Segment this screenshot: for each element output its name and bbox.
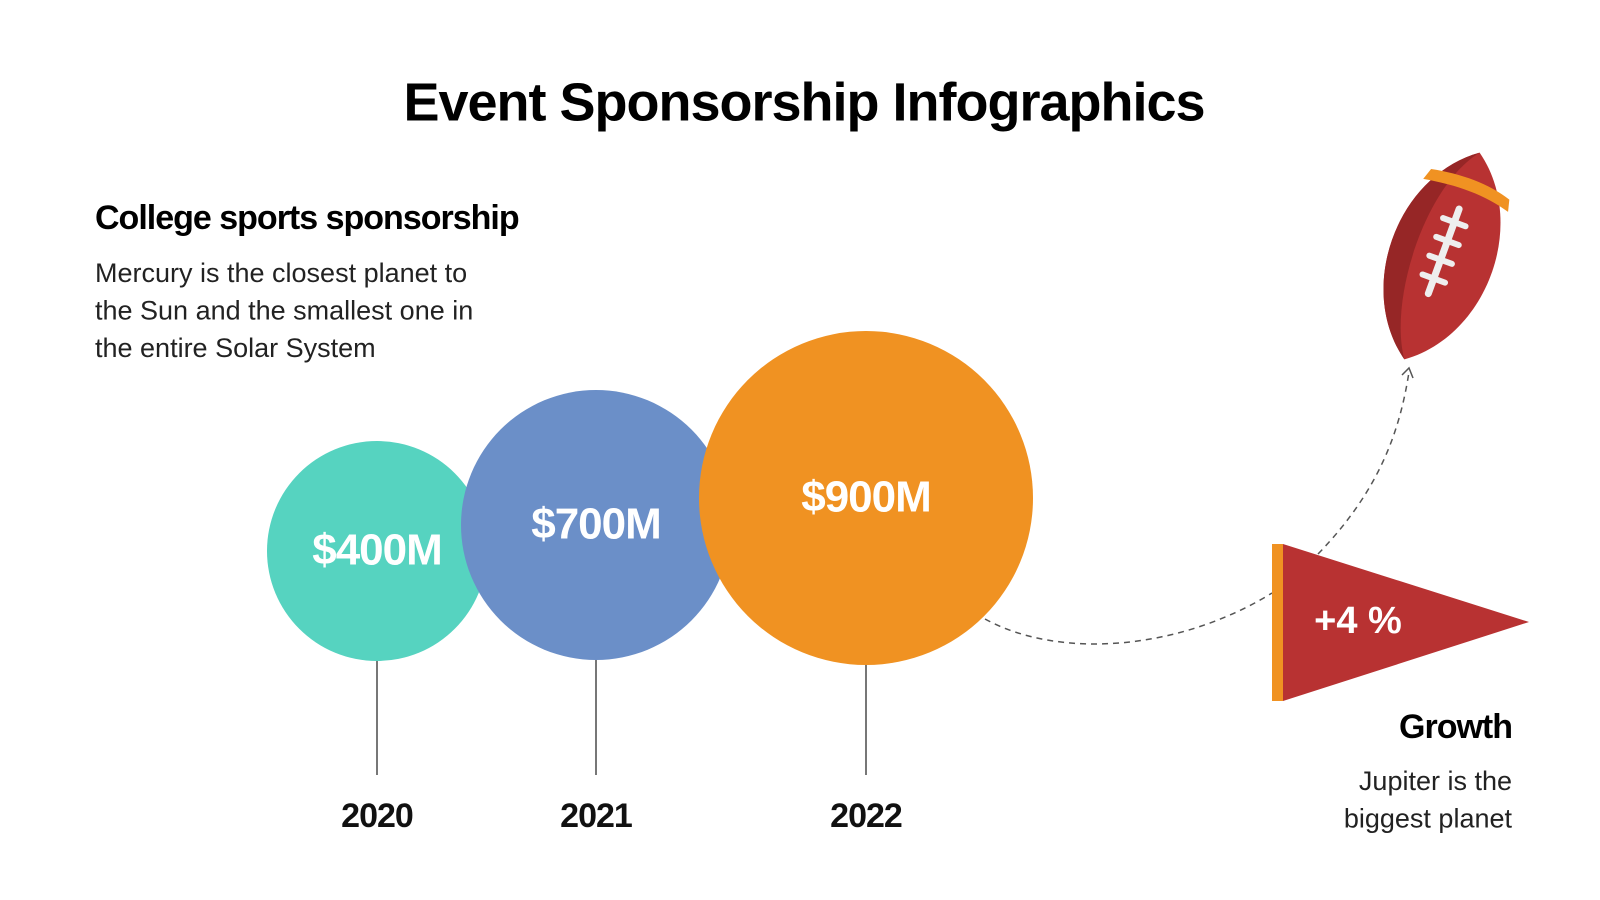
bubble-value: $700M: [531, 500, 661, 549]
year-label: 2020: [341, 797, 413, 835]
bubbles: $400M 2020 $700M 2021 $900M 2022: [267, 331, 1033, 835]
football: [1383, 152, 1510, 360]
pennant-pole: [1272, 544, 1283, 701]
growth-heading: Growth: [1399, 708, 1512, 746]
growth-line: Jupiter is the: [1359, 766, 1512, 796]
intro-line: Mercury is the closest planet to: [95, 258, 467, 288]
connector: [1317, 371, 1410, 555]
arrowhead: [1401, 366, 1414, 379]
intro-line: the entire Solar System: [95, 333, 376, 363]
connector: [984, 592, 1273, 645]
growth-line: biggest planet: [1344, 804, 1513, 834]
growth-badge: +4 %: [1314, 600, 1402, 642]
year-label: 2022: [830, 797, 902, 835]
bubble-value: $900M: [801, 473, 931, 522]
pennant: [1283, 544, 1529, 701]
bubble: [461, 390, 731, 660]
year-label: 2021: [560, 797, 632, 835]
bubble: [699, 331, 1033, 665]
intro-body: Mercury is the closest planet to the Sun …: [95, 258, 473, 363]
title: Event Sponsorship Infographics: [403, 72, 1204, 132]
bubble-value: $400M: [312, 526, 442, 575]
intro-line: the Sun and the smallest one in: [95, 296, 473, 326]
intro-heading: College sports sponsorship: [95, 199, 519, 237]
bubble: [267, 441, 487, 661]
growth-body: Jupiter is the biggest planet: [1344, 766, 1513, 834]
